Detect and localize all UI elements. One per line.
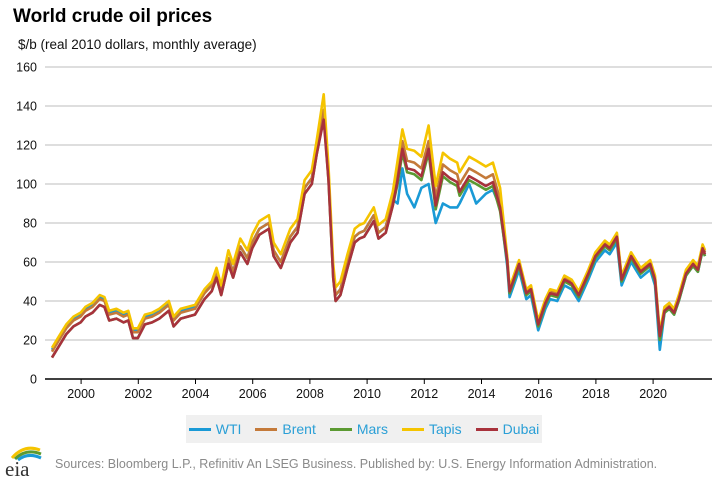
legend-swatch [329, 427, 352, 431]
legend-swatch [401, 427, 424, 431]
x-tick-label: 2006 [239, 387, 267, 401]
x-tick-label: 2002 [124, 387, 152, 401]
y-tick-label: 140 [16, 100, 37, 114]
x-tick-label: 2018 [582, 387, 610, 401]
x-tick-label: 2004 [182, 387, 210, 401]
gridlines [45, 66, 712, 380]
svg-text:eia: eia [5, 457, 30, 478]
legend-label: Tapis [428, 421, 462, 437]
y-tick-label: 0 [30, 373, 37, 387]
legend-swatch [188, 427, 211, 431]
legend-label: Brent [282, 421, 316, 437]
y-tick-label: 100 [16, 178, 37, 192]
legend-item-wti[interactable]: WTI [188, 421, 242, 437]
x-tick-label: 2008 [296, 387, 324, 401]
legend-label: Mars [356, 421, 388, 437]
y-tick-label: 40 [23, 295, 37, 309]
x-tick-label: 2016 [525, 387, 553, 401]
series-line-tapis [50, 93, 707, 349]
legend: WTI Brent Mars Tapis Dubai [186, 415, 542, 443]
y-tick-label: 160 [16, 61, 37, 75]
x-tick-label: 2000 [67, 387, 95, 401]
source-note: Sources: Bloomberg L.P., Refinitiv An LS… [55, 457, 658, 471]
legend-item-brent[interactable]: Brent [255, 421, 316, 437]
legend-label: WTI [215, 421, 242, 437]
chart-title: World crude oil prices [13, 6, 213, 27]
y-tick-labels: 0 20 40 60 80 100 120 140 160 [16, 61, 37, 387]
y-tick-label: 80 [23, 217, 37, 231]
y-tick-label: 120 [16, 139, 37, 153]
x-tick-labels: 2000 2002 2004 2006 2008 2010 2012 2014 2016 2018… [67, 379, 667, 401]
x-tick-label: 2012 [410, 387, 438, 401]
x-tick-label: 2010 [353, 387, 381, 401]
legend-item-dubai[interactable]: Dubai [475, 421, 540, 437]
x-tick-label: 2020 [639, 387, 667, 401]
y-axis-label: $/b (real 2010 dollars, monthly average) [18, 37, 257, 52]
legend-swatch [255, 427, 278, 431]
legend-item-tapis[interactable]: Tapis [401, 421, 462, 437]
legend-item-mars[interactable]: Mars [329, 421, 388, 437]
series-lines [50, 93, 707, 359]
legend-label: Dubai [502, 421, 540, 437]
series-line-dubai [50, 118, 707, 359]
eia-logo: eia [5, 446, 42, 478]
y-tick-label: 20 [23, 334, 37, 348]
x-tick-label: 2014 [468, 387, 496, 401]
y-tick-label: 60 [23, 256, 37, 270]
legend-swatch [475, 427, 498, 431]
